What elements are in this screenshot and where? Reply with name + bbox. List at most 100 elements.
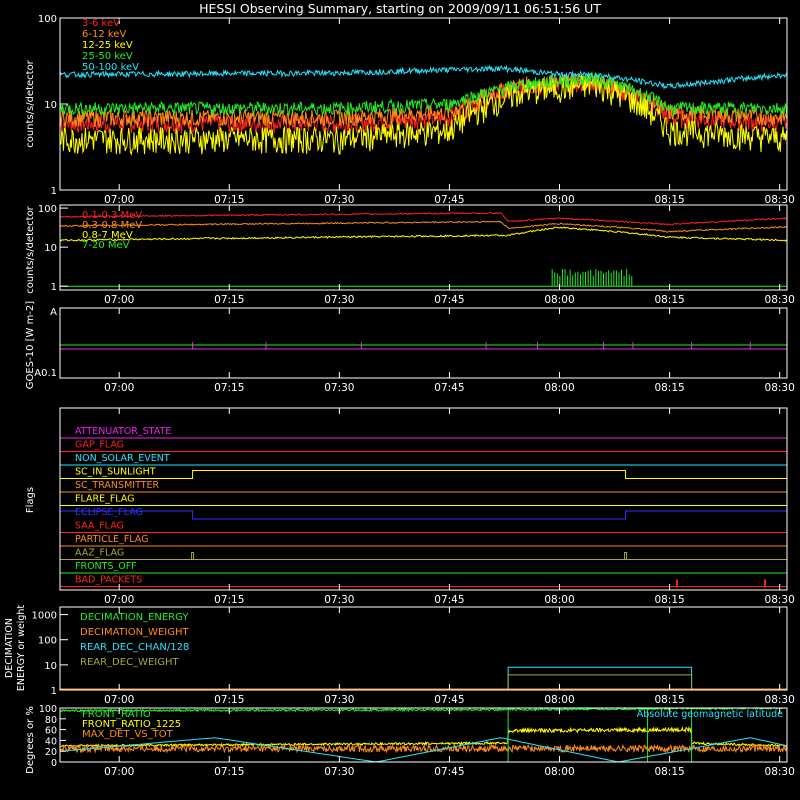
- time-tick-label: 08:00: [544, 594, 574, 606]
- time-tick-label: 08:00: [544, 766, 574, 778]
- time-tick-label: 08:30: [765, 294, 795, 306]
- y-tick-label: 100: [38, 636, 57, 647]
- time-tick-label: 07:00: [104, 766, 134, 778]
- legend-entry: FRONT_RATIO_1225: [82, 719, 181, 730]
- time-tick-label: 08:30: [765, 382, 795, 394]
- flag-label: BAD_PACKETS: [75, 575, 142, 586]
- flag-label: ECLIPSE_FLAG: [75, 507, 143, 518]
- flag-label: GAP_FLAG: [75, 440, 124, 451]
- legend-entry: 0.8-7 MeV: [82, 230, 133, 241]
- time-tick-label: 08:15: [654, 594, 684, 606]
- y-axis-label: Degrees or %: [25, 706, 36, 774]
- time-tick-label: 08:00: [544, 294, 574, 306]
- legend-entry: 6-12 keV: [82, 29, 126, 40]
- time-tick-label: 07:00: [104, 594, 134, 606]
- series-line: [59, 226, 787, 242]
- series-line: [59, 726, 787, 748]
- legend-entry: 3-6 keV: [82, 18, 120, 29]
- y-tick-label: 1: [51, 686, 57, 697]
- legend-entry: FRONT_RATIO: [82, 709, 151, 720]
- y-tick-label: 1: [51, 282, 57, 293]
- y-tick-label: 1000: [32, 611, 57, 622]
- time-tick-label: 08:15: [654, 382, 684, 394]
- time-tick-label: 08:30: [765, 194, 795, 206]
- y-tick-label: A: [50, 307, 57, 318]
- legend-entry: 0.3-0.8 MeV: [82, 220, 142, 231]
- flag-label: SC_IN_SUNLIGHT: [75, 467, 156, 478]
- aaz-spike: [624, 552, 628, 560]
- y-axis-label: DECIMATION: [4, 618, 15, 678]
- rear-dec-weight-line: [507, 674, 693, 690]
- y-tick-label: 100: [38, 204, 57, 215]
- figure-title: HESSI Observing Summary, starting on 200…: [199, 1, 601, 16]
- series-line: [59, 743, 787, 754]
- y-tick-label: 10: [44, 661, 57, 672]
- y-tick-label: 10: [44, 243, 57, 254]
- time-tick-label: 07:30: [324, 694, 354, 706]
- y-axis-label: counts/s/detector: [25, 59, 36, 147]
- series-line: [59, 737, 787, 763]
- y-tick-label: 10: [44, 100, 57, 111]
- y-tick-label: A0.1: [34, 368, 57, 379]
- time-tick-label: 07:00: [104, 382, 134, 394]
- legend-entry: 12-25 keV: [82, 40, 133, 51]
- legend-entry: 50-100 keV: [82, 62, 139, 73]
- time-tick-label: 07:30: [324, 382, 354, 394]
- time-tick-label: 08:15: [654, 694, 684, 706]
- legend-entry: MAX_DET_VS_TOT: [82, 729, 174, 740]
- flag-label: ATTENUATOR_STATE: [75, 426, 171, 437]
- flag-label: PARTICLE_FLAG: [75, 534, 148, 545]
- legend-entry: DECIMATION_ENERGY: [80, 612, 189, 623]
- series-line: [59, 74, 787, 135]
- legend-entry: 7-20 MeV: [82, 240, 130, 251]
- y-tick-label: 80: [45, 715, 57, 726]
- time-tick-label: 08:30: [765, 594, 795, 606]
- time-tick-label: 07:00: [104, 694, 134, 706]
- time-tick-label: 07:45: [434, 294, 464, 306]
- time-tick-label: 08:30: [765, 766, 795, 778]
- time-tick-label: 07:30: [324, 294, 354, 306]
- y-axis-label: ENERGY or weight: [16, 605, 27, 691]
- time-tick-label: 08:30: [765, 694, 795, 706]
- time-tick-label: 07:45: [434, 694, 464, 706]
- y-tick-label: 1: [51, 186, 57, 197]
- time-tick-label: 07:15: [214, 594, 244, 606]
- flag-label: AAZ_FLAG: [75, 548, 124, 559]
- time-tick-label: 07:15: [214, 766, 244, 778]
- y-axis-label: GOES-10 [W m-2]: [25, 301, 36, 389]
- time-tick-label: 08:15: [654, 194, 684, 206]
- y-tick-label: 20: [45, 747, 57, 758]
- flag-label: NON_SOLAR_EVENT: [75, 453, 170, 464]
- panel-frame: [59, 407, 788, 591]
- legend-entry: 0.1-0.3 MeV: [82, 210, 142, 221]
- y-axis-label: Flags: [25, 487, 36, 513]
- legend-entry: REAR_DEC_WEIGHT: [80, 657, 179, 668]
- legend-entry: 25-50 keV: [82, 51, 133, 62]
- y-tick-label: 40: [45, 736, 57, 747]
- latitude-label: Absolute geomagnetic latitude: [637, 709, 783, 720]
- flag-line: [60, 510, 787, 520]
- legend-entry: DECIMATION_WEIGHT: [80, 627, 189, 638]
- time-tick-label: 08:00: [544, 694, 574, 706]
- panel-ratios: 07:00 07:15 07:30 07:45 08:00 08:15 08:30 02040…: [25, 704, 795, 778]
- panel-count-rates: 07:00 07:15 07:30 07:45 08:00 08:15 08:30 1 10 10…: [25, 14, 795, 206]
- series-line: [59, 74, 787, 156]
- panel-decimation: 07:00 07:15 07:30 07:45 08:00 08:15 08:30 1 10 10…: [4, 605, 795, 706]
- series-line: [59, 70, 787, 117]
- panel-frame: [59, 707, 788, 763]
- y-axis-label: counts/s/detector: [25, 205, 36, 293]
- time-tick-label: 07:15: [214, 194, 244, 206]
- time-tick-label: 08:00: [544, 382, 574, 394]
- time-tick-label: 07:30: [324, 766, 354, 778]
- time-tick-label: 07:30: [324, 594, 354, 606]
- flag-label: SAA_FLAG: [75, 521, 124, 532]
- y-tick-label: 100: [38, 14, 57, 25]
- time-tick-label: 07:45: [434, 594, 464, 606]
- series-line: [59, 211, 787, 226]
- y-tick-label: 0: [51, 758, 57, 769]
- time-tick-label: 08:00: [544, 194, 574, 206]
- time-tick-label: 07:15: [214, 382, 244, 394]
- series-line: [59, 64, 787, 90]
- flag-label: FLARE_FLAG: [75, 494, 135, 505]
